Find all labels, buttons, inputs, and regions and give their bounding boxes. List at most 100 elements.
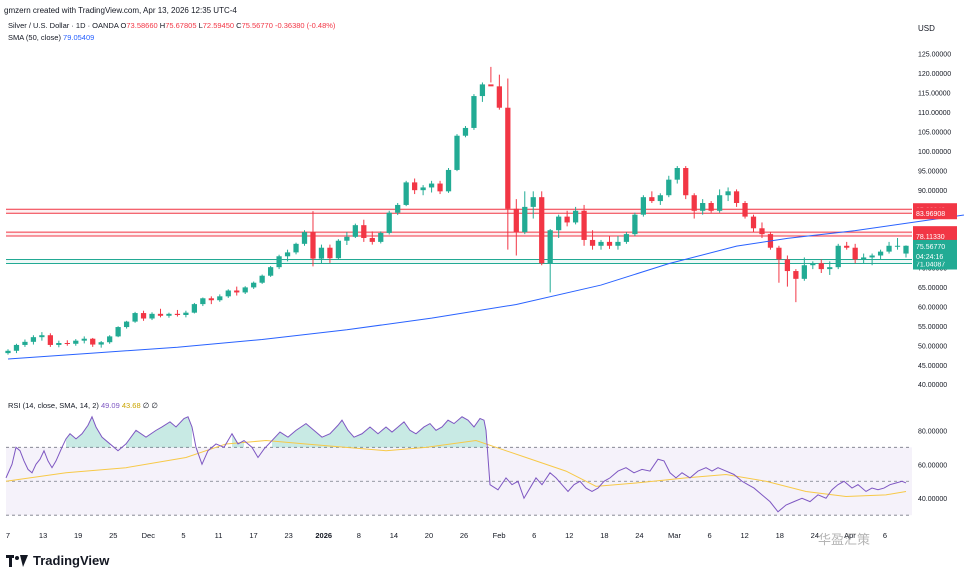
- price-tags: 85.0024383.9690879.1017778.1133072.08204…: [913, 203, 957, 270]
- candle-body: [428, 183, 435, 188]
- time-tick-label: 14: [390, 531, 398, 540]
- time-tick-label: 17: [249, 531, 257, 540]
- candle-body: [157, 313, 164, 316]
- time-tick-label: 26: [460, 531, 468, 540]
- candle-body: [344, 236, 350, 241]
- candle-body: [200, 298, 206, 305]
- time-tick-label: Apr: [844, 531, 856, 540]
- tradingview-logo-icon: [6, 554, 28, 567]
- candle-body: [47, 335, 53, 345]
- tradingview-brand[interactable]: TradingView: [6, 553, 109, 568]
- price-tick-label: 90.00000: [918, 188, 947, 195]
- candle-body: [123, 321, 130, 328]
- candle-body: [310, 232, 316, 259]
- candle-body: [361, 225, 367, 238]
- time-tick-label: 19: [74, 531, 82, 540]
- candle-body: [208, 298, 214, 301]
- price-tick-label: 45.00000: [918, 363, 947, 370]
- level-price-tag: 71.04087: [916, 262, 945, 269]
- candle-body: [852, 247, 858, 260]
- time-tick-label: 7: [6, 531, 10, 540]
- candle-body: [13, 344, 20, 351]
- time-tick-label: 13: [39, 531, 47, 540]
- price-tick-label: 55.00000: [918, 324, 947, 331]
- candle-body: [327, 247, 333, 259]
- candle-body: [259, 275, 265, 283]
- candle-body: [378, 232, 384, 242]
- candle-body: [115, 327, 121, 337]
- candle-body: [742, 203, 748, 217]
- low-label: L: [198, 21, 203, 30]
- candle-body: [725, 191, 731, 196]
- candle-body: [174, 313, 181, 315]
- candle-body: [301, 232, 308, 244]
- brand-name: TradingView: [33, 553, 110, 568]
- candle-body: [39, 335, 45, 338]
- candle-body: [73, 340, 79, 344]
- candle-body: [234, 290, 240, 293]
- candle-body: [318, 247, 325, 259]
- candle-body: [835, 245, 841, 268]
- time-tick-label: Feb: [493, 531, 506, 540]
- candle-body: [572, 210, 579, 223]
- level-zone: [6, 232, 912, 237]
- currency-label: USD: [918, 24, 935, 33]
- candle-body: [488, 84, 494, 87]
- candle-body: [5, 350, 11, 354]
- candle-body: [674, 168, 680, 180]
- candle-body: [903, 245, 909, 254]
- candle-body: [183, 312, 189, 315]
- level-lines: [6, 208, 912, 265]
- candle-body: [30, 337, 37, 342]
- level-price-tag: 78.11330: [916, 234, 945, 241]
- candle-body: [352, 225, 358, 237]
- candle-body: [700, 203, 706, 211]
- level-zone: [6, 209, 912, 214]
- candle-body: [556, 216, 562, 231]
- candle-body: [869, 255, 875, 258]
- change-value: -0.36380 (-0.48%): [274, 21, 336, 30]
- rsi-tick-label: 60.00000: [918, 462, 947, 469]
- candle-body: [496, 86, 502, 108]
- last-price-tag-bg: [913, 239, 957, 262]
- candle-body: [395, 204, 401, 213]
- candle-body: [793, 271, 799, 279]
- level-zone: [6, 259, 912, 264]
- candle-body: [217, 296, 223, 301]
- candle-body: [844, 245, 850, 248]
- time-tick-label: Dec: [142, 531, 156, 540]
- candle-body: [191, 304, 198, 313]
- rsi-overbought-fill: [66, 416, 110, 448]
- candle-body: [267, 267, 274, 276]
- time-tick-label: 12: [741, 531, 749, 540]
- sma-line: [7, 214, 964, 360]
- candle-body: [649, 197, 655, 202]
- candle-body: [877, 251, 884, 256]
- rsi-tick-label: 80.00000: [918, 428, 947, 435]
- price-tick-label: 110.00000: [918, 110, 951, 117]
- candle-body: [64, 343, 70, 344]
- candle-body: [708, 203, 714, 211]
- time-tick-label: 6: [883, 531, 887, 540]
- candle-body: [454, 135, 460, 170]
- candle-body: [412, 182, 418, 191]
- time-tick-label: 6: [532, 531, 536, 540]
- price-tick-label: 60.00000: [918, 304, 947, 311]
- candle-body: [132, 313, 138, 322]
- candle-body: [471, 96, 477, 128]
- rsi-sma-value: 43.68: [121, 401, 141, 410]
- candle-body: [776, 247, 782, 260]
- price-tick-label: 125.00000: [918, 52, 951, 59]
- candle-body: [284, 252, 291, 257]
- level-price-tag-bg: [913, 207, 957, 220]
- price-tick-label: 105.00000: [918, 129, 951, 136]
- candle-body: [818, 263, 824, 270]
- symbol-legend: Silver / U.S. Dollar · 1D · OANDA O73.58…: [8, 21, 335, 30]
- candle-body: [564, 216, 570, 223]
- candle-body: [759, 228, 765, 235]
- candle-body: [276, 256, 282, 268]
- time-tick-label: 23: [284, 531, 292, 540]
- candle-body: [716, 195, 723, 211]
- candle-body: [293, 243, 299, 253]
